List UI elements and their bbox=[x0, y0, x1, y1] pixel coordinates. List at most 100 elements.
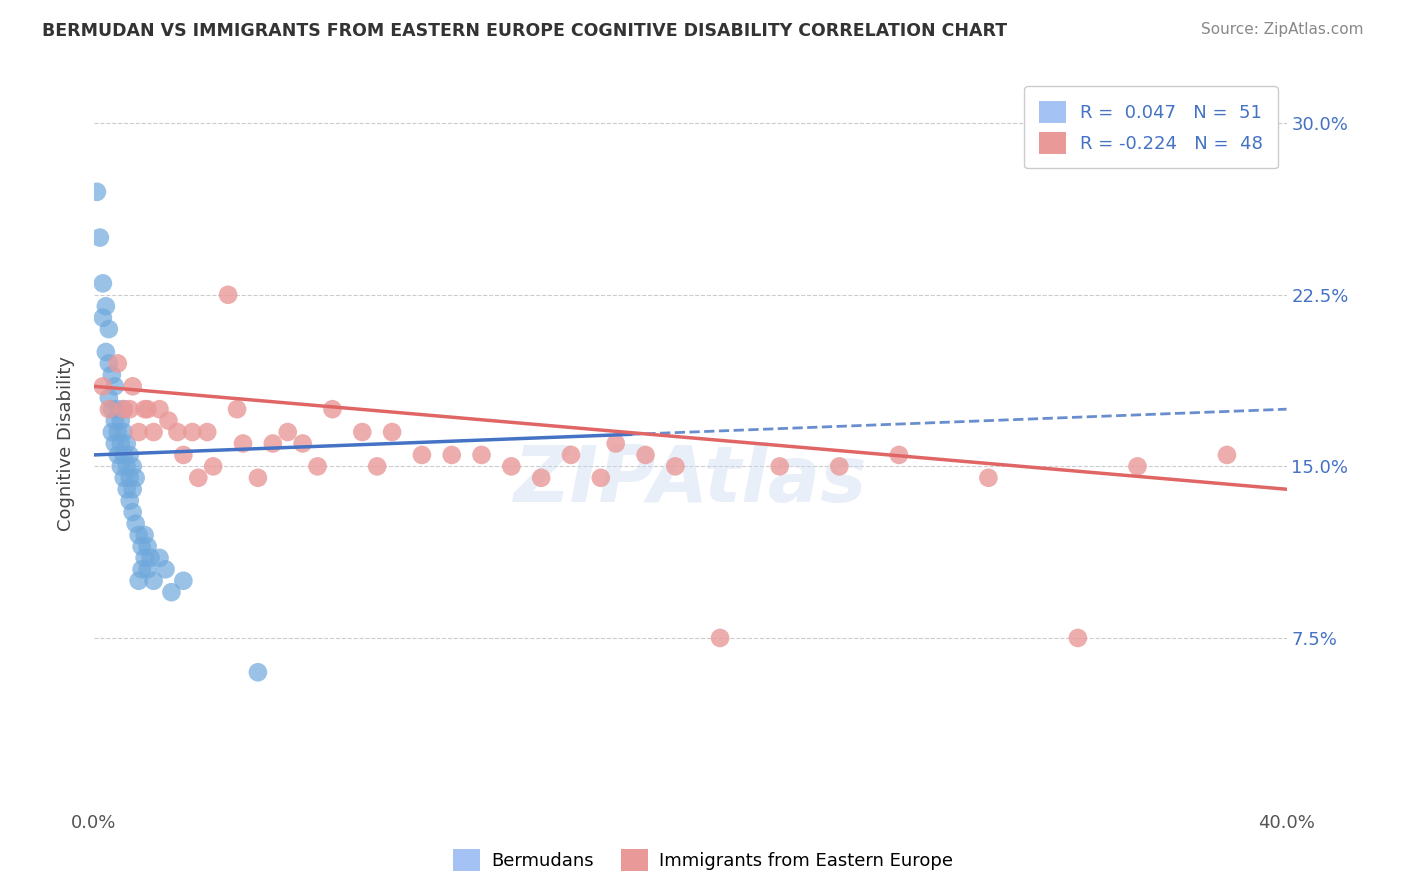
Y-axis label: Cognitive Disability: Cognitive Disability bbox=[58, 356, 75, 531]
Point bbox=[160, 585, 183, 599]
Point bbox=[112, 402, 135, 417]
Point bbox=[118, 493, 141, 508]
Point bbox=[148, 402, 170, 417]
Point bbox=[94, 299, 117, 313]
Point bbox=[112, 448, 135, 462]
Point bbox=[411, 448, 433, 462]
Legend: Bermudans, Immigrants from Eastern Europe: Bermudans, Immigrants from Eastern Europ… bbox=[446, 842, 960, 879]
Point bbox=[246, 665, 269, 680]
Point bbox=[136, 540, 159, 554]
Point bbox=[121, 459, 143, 474]
Point bbox=[321, 402, 343, 417]
Point bbox=[217, 287, 239, 301]
Point bbox=[124, 471, 146, 485]
Legend: R =  0.047   N =  51, R = -0.224   N =  48: R = 0.047 N = 51, R = -0.224 N = 48 bbox=[1024, 87, 1278, 169]
Point bbox=[134, 550, 156, 565]
Point bbox=[97, 391, 120, 405]
Point bbox=[166, 425, 188, 439]
Point bbox=[589, 471, 612, 485]
Point bbox=[110, 414, 132, 428]
Point bbox=[769, 459, 792, 474]
Point bbox=[115, 459, 138, 474]
Point bbox=[136, 562, 159, 576]
Point bbox=[634, 448, 657, 462]
Point bbox=[118, 471, 141, 485]
Point bbox=[104, 436, 127, 450]
Point bbox=[157, 414, 180, 428]
Point bbox=[110, 459, 132, 474]
Point bbox=[112, 425, 135, 439]
Point bbox=[115, 482, 138, 496]
Point bbox=[121, 482, 143, 496]
Point bbox=[366, 459, 388, 474]
Point bbox=[352, 425, 374, 439]
Point bbox=[977, 471, 1000, 485]
Point bbox=[202, 459, 225, 474]
Point bbox=[128, 528, 150, 542]
Point bbox=[1126, 459, 1149, 474]
Point bbox=[187, 471, 209, 485]
Point bbox=[226, 402, 249, 417]
Point bbox=[155, 562, 177, 576]
Point bbox=[307, 459, 329, 474]
Point bbox=[86, 185, 108, 199]
Point bbox=[887, 448, 910, 462]
Text: BERMUDAN VS IMMIGRANTS FROM EASTERN EUROPE COGNITIVE DISABILITY CORRELATION CHAR: BERMUDAN VS IMMIGRANTS FROM EASTERN EURO… bbox=[42, 22, 1007, 40]
Point bbox=[107, 448, 129, 462]
Point bbox=[128, 425, 150, 439]
Point bbox=[128, 574, 150, 588]
Point bbox=[89, 230, 111, 244]
Point bbox=[709, 631, 731, 645]
Point bbox=[134, 528, 156, 542]
Point bbox=[101, 425, 124, 439]
Point bbox=[107, 402, 129, 417]
Text: Source: ZipAtlas.com: Source: ZipAtlas.com bbox=[1201, 22, 1364, 37]
Point bbox=[172, 448, 194, 462]
Point bbox=[121, 505, 143, 519]
Point bbox=[101, 402, 124, 417]
Point bbox=[91, 379, 114, 393]
Point bbox=[94, 345, 117, 359]
Point bbox=[97, 402, 120, 417]
Point bbox=[121, 379, 143, 393]
Point bbox=[195, 425, 218, 439]
Point bbox=[148, 550, 170, 565]
Point bbox=[97, 322, 120, 336]
Point bbox=[381, 425, 404, 439]
Point bbox=[131, 562, 153, 576]
Point bbox=[91, 277, 114, 291]
Text: ZIPAtlas: ZIPAtlas bbox=[513, 442, 868, 518]
Point bbox=[112, 471, 135, 485]
Point bbox=[560, 448, 582, 462]
Point bbox=[131, 540, 153, 554]
Point bbox=[828, 459, 851, 474]
Point bbox=[142, 425, 165, 439]
Point bbox=[97, 356, 120, 370]
Point bbox=[104, 379, 127, 393]
Point bbox=[277, 425, 299, 439]
Point bbox=[470, 448, 492, 462]
Point bbox=[1216, 448, 1239, 462]
Point bbox=[91, 310, 114, 325]
Point bbox=[291, 436, 314, 450]
Point bbox=[118, 402, 141, 417]
Point bbox=[440, 448, 463, 462]
Point bbox=[115, 436, 138, 450]
Point bbox=[501, 459, 523, 474]
Point bbox=[107, 425, 129, 439]
Point bbox=[1067, 631, 1090, 645]
Point bbox=[246, 471, 269, 485]
Point bbox=[232, 436, 254, 450]
Point bbox=[142, 574, 165, 588]
Point bbox=[104, 414, 127, 428]
Point bbox=[124, 516, 146, 531]
Point bbox=[262, 436, 284, 450]
Point bbox=[101, 368, 124, 382]
Point bbox=[139, 550, 162, 565]
Point bbox=[181, 425, 204, 439]
Point bbox=[110, 436, 132, 450]
Point bbox=[118, 448, 141, 462]
Point bbox=[530, 471, 553, 485]
Point bbox=[107, 356, 129, 370]
Point bbox=[112, 402, 135, 417]
